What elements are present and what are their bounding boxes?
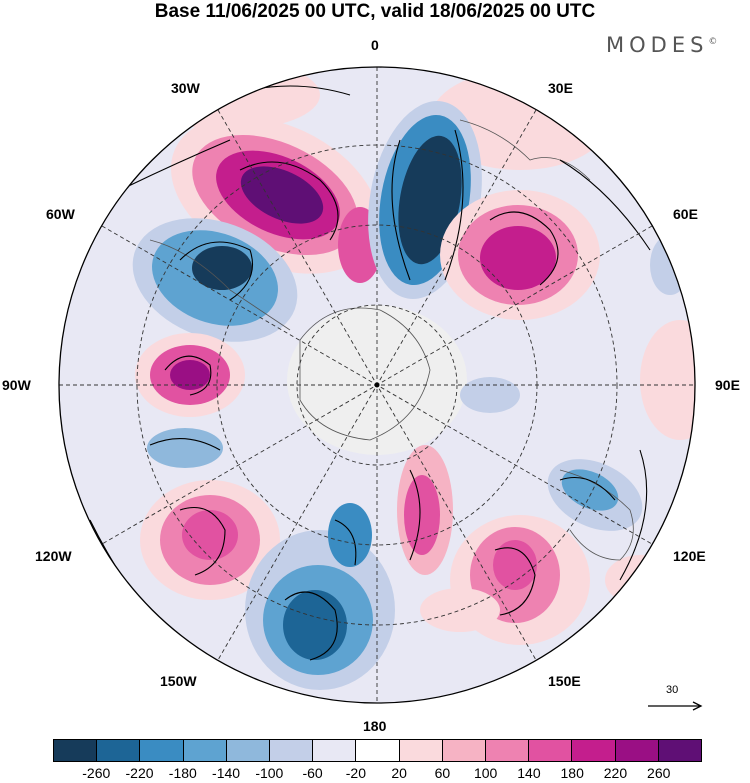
anomaly-100w-negative <box>147 428 223 468</box>
anomaly-nw-positive-core <box>240 166 324 224</box>
south-america-coast <box>149 239 291 331</box>
colorbar-tick-label: -60 <box>302 765 323 781</box>
anomaly-ne-positive-core <box>480 226 556 290</box>
lon-label-60w: 60W <box>46 206 75 222</box>
pole-marker <box>374 382 380 388</box>
streamline <box>559 476 616 501</box>
streamline <box>164 355 212 396</box>
anomaly-east-faint <box>640 320 695 440</box>
brand-logo: MODES© <box>606 33 717 57</box>
anomaly-south-positive <box>420 588 500 632</box>
streamlines <box>89 85 651 661</box>
anomaly-150e-positive-core <box>493 540 537 590</box>
colorbar-swatch <box>313 740 357 761</box>
colorbar-swatch <box>226 740 271 761</box>
streamline <box>239 161 339 241</box>
lon-label-90e: 90E <box>715 377 740 393</box>
colorbar-ticks: -260 -220 -180 -140 -100 -60 -20 20 60 100 140 180 2… <box>0 765 750 783</box>
colorbar-tick-label: -140 <box>212 765 241 781</box>
lon-label-30e: 30E <box>548 80 573 96</box>
colorbar-tick-label: -260 <box>82 765 111 781</box>
colorbar-tick-label: 220 <box>603 765 628 781</box>
pole-region <box>287 305 467 455</box>
colorbar-swatch <box>183 740 227 761</box>
latitude-circle <box>296 304 458 466</box>
lon-label-90w: 90W <box>2 377 31 393</box>
reference-vector-label: 30 <box>666 684 679 696</box>
streamline <box>489 211 559 286</box>
anomaly-120w-positive-core <box>182 510 238 560</box>
anomaly-90w-positive-core <box>170 360 210 390</box>
anomaly-90e-negative <box>460 377 520 413</box>
brand-name: MODES <box>606 33 709 57</box>
anomaly-160w-negative <box>328 503 372 567</box>
anomaly-170e-positive-core <box>404 475 440 555</box>
colorbar-tick-label: 260 <box>647 765 671 781</box>
africa-coast <box>459 119 591 181</box>
streamline <box>391 139 411 281</box>
lon-label-180: 180 <box>363 718 387 734</box>
colorbar-tick-label: -220 <box>125 765 154 781</box>
colorbar-tick-label: -100 <box>255 765 284 781</box>
colorbar-swatch <box>615 740 659 761</box>
lon-label-150w: 150W <box>160 673 197 689</box>
lon-label-150e: 150E <box>548 673 581 689</box>
colorbar-tick-label: 20 <box>391 765 407 781</box>
streamline <box>334 519 357 566</box>
streamline <box>444 129 464 281</box>
streamline <box>494 547 536 616</box>
colorbar-swatch <box>140 740 184 761</box>
lon-label-30w: 30W <box>171 80 200 96</box>
colorbar-tick-label: -180 <box>168 765 197 781</box>
colorbar-tick-label: 180 <box>560 765 584 781</box>
colorbar-swatch <box>54 740 98 761</box>
lon-label-120e: 120E <box>673 548 706 564</box>
anomaly-70e-negative <box>650 235 690 295</box>
colorbar-swatch <box>442 740 487 761</box>
colorbar-swatch <box>399 740 443 761</box>
colorbar-swatch <box>356 740 400 761</box>
colorbar-tick-label: 60 <box>434 765 451 781</box>
streamline <box>409 469 421 561</box>
map-border <box>58 66 696 704</box>
lon-label-0: 0 <box>371 37 379 53</box>
australia-coast <box>559 469 634 561</box>
lon-label-60e: 60E <box>673 206 698 222</box>
colorbar-swatch <box>97 740 141 761</box>
reference-vector-arrowhead <box>692 701 703 711</box>
streamline <box>619 449 648 581</box>
map-title: Base 11/06/2025 00 UTC, valid 18/06/2025… <box>154 1 596 22</box>
anomaly-west-negative-core <box>192 246 252 290</box>
map-disk <box>59 67 695 703</box>
anomaly-130e-positive <box>605 555 675 605</box>
brand-mark: © <box>708 37 718 47</box>
colorbar-swatch <box>486 740 530 761</box>
colorbar <box>53 739 702 762</box>
streamline <box>179 241 254 301</box>
colorbar-swatch <box>658 740 702 761</box>
streamline <box>559 159 651 251</box>
anomaly-150w-negative-core <box>283 590 347 660</box>
colorbar-tick-label: 140 <box>517 765 541 781</box>
lon-label-120w: 120W <box>35 548 72 564</box>
colorbar-swatch <box>270 740 314 761</box>
streamline <box>149 438 221 451</box>
streamline <box>179 506 226 576</box>
colorbar-swatch <box>572 740 616 761</box>
streamline <box>284 591 338 661</box>
colorbar-swatch <box>529 740 573 761</box>
colorbar-tick-label: 100 <box>473 765 498 781</box>
colorbar-tick-label: -20 <box>345 765 366 781</box>
